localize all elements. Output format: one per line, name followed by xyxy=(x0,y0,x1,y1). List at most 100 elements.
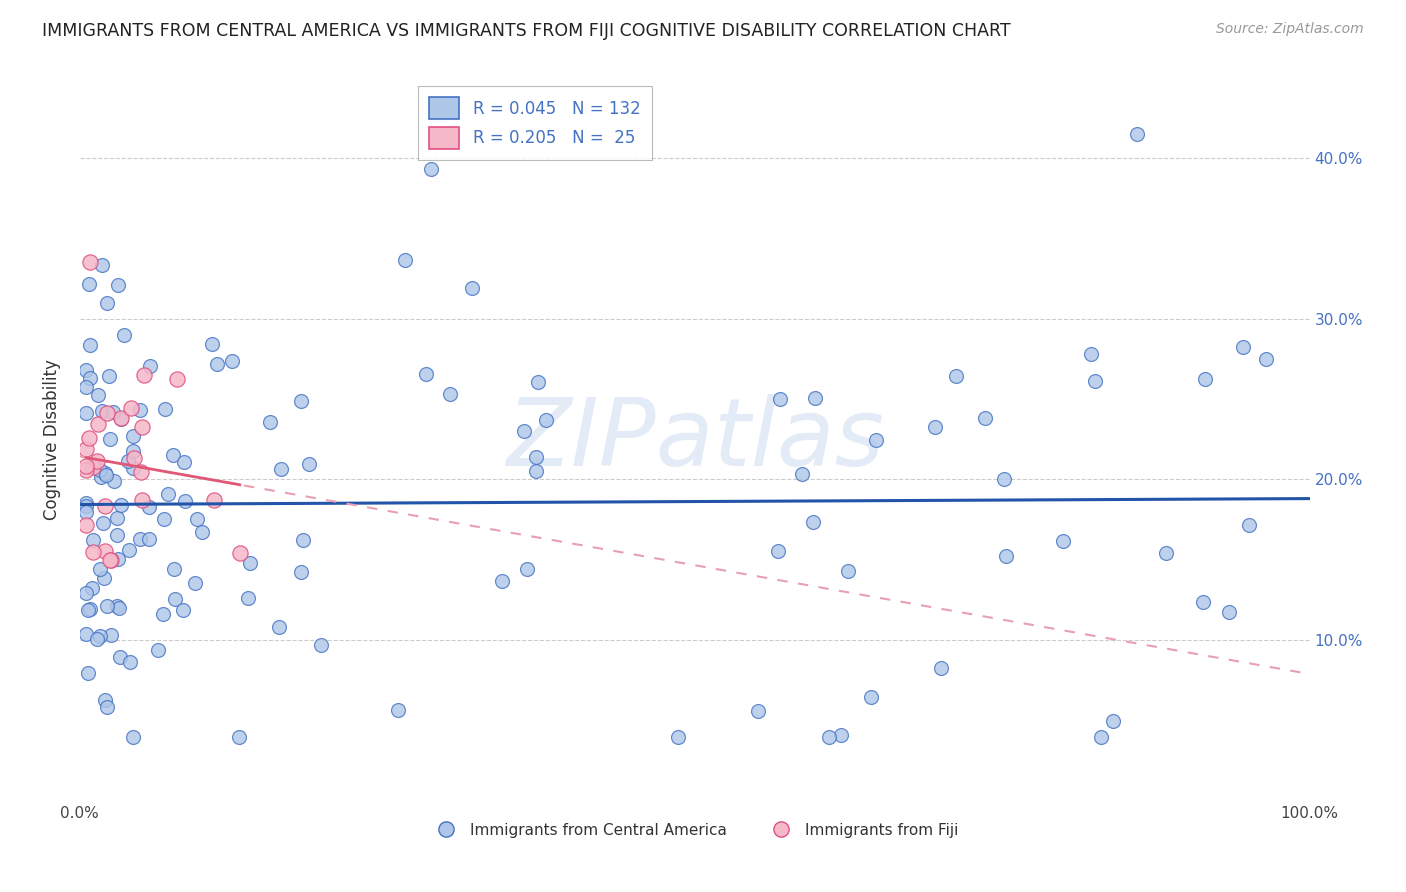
Point xyxy=(86,454,108,468)
Point xyxy=(120,656,142,670)
Point xyxy=(122,461,145,475)
Point xyxy=(1254,352,1277,367)
Point xyxy=(138,500,160,515)
Point xyxy=(129,532,152,546)
Point xyxy=(524,450,547,464)
Point xyxy=(107,277,129,292)
Point xyxy=(94,499,117,513)
Point xyxy=(945,368,967,383)
Point xyxy=(1232,340,1254,354)
Point xyxy=(98,553,121,567)
Point xyxy=(191,524,214,539)
Point xyxy=(186,511,208,525)
Point xyxy=(204,493,226,508)
Point xyxy=(162,449,184,463)
Point xyxy=(77,666,100,681)
Point xyxy=(769,392,792,406)
Point xyxy=(747,705,769,719)
Point xyxy=(131,493,153,508)
Point xyxy=(110,499,132,513)
Point xyxy=(105,510,128,524)
Point xyxy=(77,431,100,445)
Point xyxy=(239,556,262,570)
Point xyxy=(82,460,104,475)
Point xyxy=(221,354,243,368)
Point xyxy=(298,457,321,471)
Point xyxy=(89,463,111,477)
Point xyxy=(82,533,104,547)
Point xyxy=(1084,375,1107,389)
Point xyxy=(228,730,250,744)
Point xyxy=(122,730,145,744)
Point xyxy=(129,465,152,479)
Point xyxy=(516,562,538,576)
Point xyxy=(75,517,97,532)
Point xyxy=(1239,517,1261,532)
Point xyxy=(1080,347,1102,361)
Point xyxy=(394,253,416,268)
Point xyxy=(80,460,103,475)
Point xyxy=(526,464,548,478)
Point xyxy=(974,411,997,425)
Point xyxy=(75,458,97,473)
Point xyxy=(173,455,195,469)
Point xyxy=(420,161,443,176)
Point xyxy=(79,338,101,352)
Point xyxy=(82,581,104,595)
Point xyxy=(86,632,108,646)
Y-axis label: Cognitive Disability: Cognitive Disability xyxy=(44,359,60,520)
Point xyxy=(513,424,536,438)
Point xyxy=(138,532,160,546)
Point xyxy=(183,576,205,591)
Point xyxy=(173,493,195,508)
Point xyxy=(79,602,101,616)
Point xyxy=(768,544,790,558)
Point xyxy=(87,417,110,431)
Point xyxy=(96,699,118,714)
Point xyxy=(94,467,117,482)
Point xyxy=(172,602,194,616)
Point xyxy=(121,443,143,458)
Point xyxy=(152,512,174,526)
Point xyxy=(201,336,224,351)
Point xyxy=(666,730,689,744)
Point xyxy=(837,565,859,579)
Point xyxy=(993,473,1015,487)
Point xyxy=(153,402,176,417)
Point xyxy=(90,258,112,272)
Point xyxy=(1192,595,1215,609)
Point xyxy=(96,407,118,421)
Point xyxy=(96,296,118,310)
Point xyxy=(91,516,114,530)
Point xyxy=(101,405,124,419)
Point xyxy=(830,728,852,742)
Point xyxy=(865,433,887,447)
Point xyxy=(105,599,128,613)
Point xyxy=(75,586,97,600)
Point xyxy=(94,693,117,707)
Point xyxy=(790,467,813,482)
Point xyxy=(100,553,122,567)
Point xyxy=(89,562,111,576)
Text: ZIPatlas: ZIPatlas xyxy=(506,393,883,484)
Point xyxy=(134,368,156,382)
Point xyxy=(118,543,141,558)
Point xyxy=(108,601,131,615)
Point xyxy=(121,429,143,443)
Point xyxy=(229,546,252,560)
Point xyxy=(75,496,97,510)
Point xyxy=(79,255,101,269)
Point xyxy=(804,391,827,405)
Point xyxy=(460,281,482,295)
Point xyxy=(117,454,139,468)
Point xyxy=(122,450,145,465)
Point xyxy=(1090,730,1112,744)
Point xyxy=(290,393,312,408)
Point xyxy=(534,413,557,427)
Point xyxy=(75,380,97,394)
Point xyxy=(267,620,290,634)
Point xyxy=(860,690,883,704)
Point xyxy=(1052,534,1074,549)
Point xyxy=(205,357,228,371)
Point xyxy=(146,642,169,657)
